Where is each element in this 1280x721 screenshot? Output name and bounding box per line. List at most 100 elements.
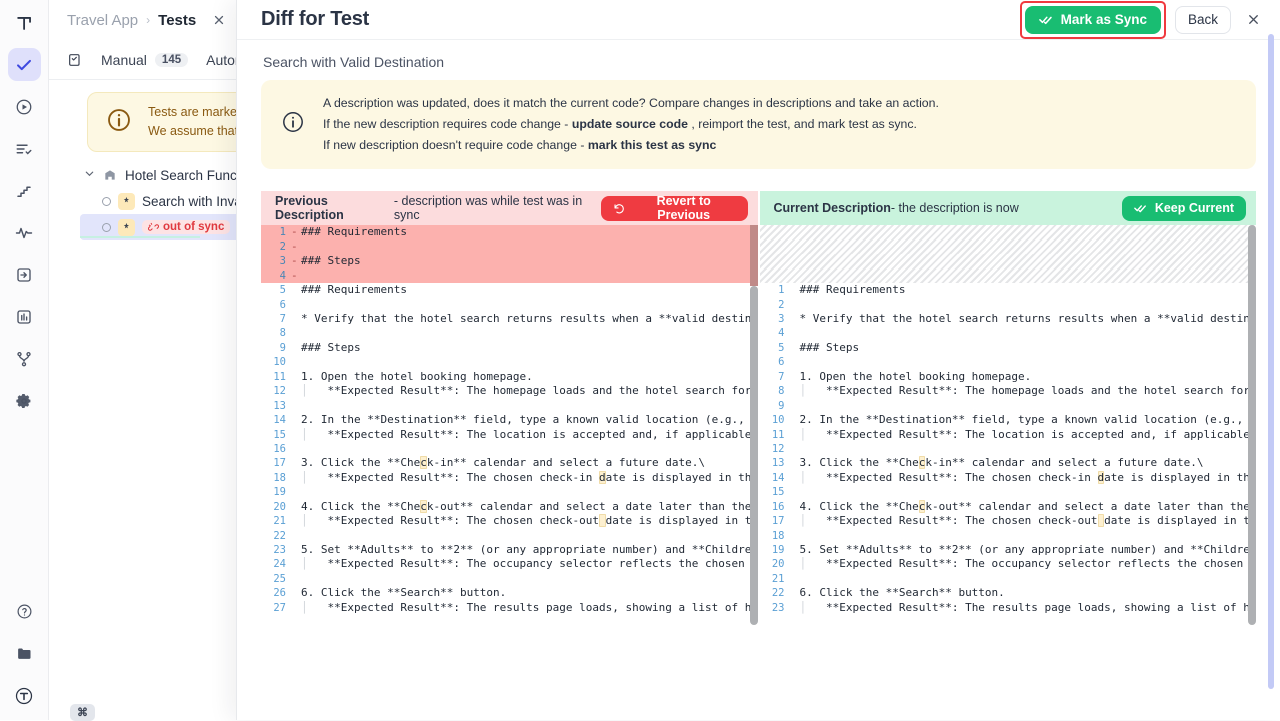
inline-change-highlight: [1098, 514, 1105, 527]
line-number: 5: [760, 341, 790, 355]
breadcrumb-current[interactable]: Tests: [158, 12, 196, 29]
help-button[interactable]: [8, 595, 41, 628]
revert-button-label: Revert to Previous: [632, 194, 736, 222]
diff-marker: [790, 456, 798, 470]
diff-line-text: │ **Expected Result**: The location is a…: [798, 428, 1257, 442]
back-button[interactable]: Back: [1175, 6, 1231, 34]
previous-description-header: Previous Description - description was w…: [261, 191, 758, 225]
info-line-3-pre: If new description doesn't require code …: [323, 138, 588, 152]
modal-scrollbar[interactable]: [1268, 34, 1274, 689]
diff-line: 27│ **Expected Result**: The results pag…: [261, 601, 758, 615]
previous-pane-scroll-deleted-marker: [750, 225, 758, 286]
current-pane-scrollbar[interactable]: [1248, 225, 1256, 625]
projects-button[interactable]: [8, 637, 41, 670]
sidebar-item-branches[interactable]: [8, 342, 41, 375]
unlink-icon: [148, 222, 159, 233]
tab-manual[interactable]: Manual 145: [101, 52, 188, 68]
line-number: 7: [760, 370, 790, 384]
board-icon[interactable]: [67, 52, 83, 68]
revert-button-wrapper: Revert to Previous: [601, 196, 748, 221]
info-line-2-bold: update source code: [572, 117, 688, 131]
diff-line-text: │ **Expected Result**: The location is a…: [299, 428, 758, 442]
line-number: 16: [760, 500, 790, 514]
diff-line-text: [299, 442, 758, 456]
circle-icon[interactable]: [102, 223, 111, 232]
page-title: Diff for Test: [261, 8, 369, 31]
status-badge-label: out of sync: [163, 221, 224, 233]
diff-marker: [790, 384, 798, 398]
breadcrumb-close-icon[interactable]: [208, 9, 230, 31]
diff-marker: [790, 500, 798, 514]
diff-line-text: 5. Set **Adults** to **2** (or any appro…: [798, 543, 1257, 557]
line-number: 27: [261, 601, 291, 615]
diff-marker: [790, 240, 798, 254]
line-number: 6: [261, 298, 291, 312]
brand-logo-icon[interactable]: [8, 7, 40, 39]
line-number: 21: [261, 514, 291, 528]
diff-line-text: │ **Expected Result**: The occupancy sel…: [299, 557, 758, 571]
sidebar-item-flows[interactable]: [8, 174, 41, 207]
indent-guide: │: [301, 514, 308, 528]
breadcrumb-project[interactable]: Travel App: [67, 12, 138, 29]
diff-line: 12: [760, 442, 1257, 456]
sidebar-item-tests[interactable]: [8, 48, 41, 81]
account-avatar[interactable]: [8, 679, 41, 712]
diff-line-text: │ **Expected Result**: The results page …: [798, 601, 1257, 615]
line-number: [760, 240, 790, 254]
inline-change-highlight: c: [919, 500, 926, 513]
diff-marker: [291, 370, 299, 384]
sidebar-item-analytics[interactable]: [8, 300, 41, 333]
keep-current-button[interactable]: Keep Current: [1122, 196, 1246, 221]
line-number: 9: [261, 341, 291, 355]
chevron-down-icon[interactable]: [84, 168, 95, 182]
diff-marker: [291, 514, 299, 528]
indent-guide: │: [301, 384, 308, 398]
diff-line: 12│ **Expected Result**: The homepage lo…: [261, 384, 758, 398]
diff-marker: [291, 500, 299, 514]
diff-line-text: │ **Expected Result**: The chosen check-…: [798, 514, 1257, 528]
sidebar-item-runs[interactable]: [8, 90, 41, 123]
diff-line-text: ### Requirements: [299, 225, 758, 239]
line-number: 4: [261, 269, 291, 283]
previous-pane-scrollbar[interactable]: [750, 286, 758, 625]
question-circle-icon: [16, 603, 33, 620]
diff-marker: [790, 485, 798, 499]
diff-marker: [291, 298, 299, 312]
info-banner: A description was updated, does it match…: [261, 80, 1256, 169]
line-number: 8: [261, 326, 291, 340]
revert-to-previous-button[interactable]: Revert to Previous: [601, 196, 748, 221]
diff-line-text: [798, 225, 1257, 239]
sidebar-item-monitor[interactable]: [8, 216, 41, 249]
diff-line-text: [299, 269, 758, 283]
diff-header-strips: Previous Description - description was w…: [261, 191, 1256, 225]
diff-line-text: [299, 572, 758, 586]
diff-marker: [790, 413, 798, 427]
command-key-badge[interactable]: ⌘: [70, 704, 95, 721]
diff-marker: [790, 471, 798, 485]
line-number: 3: [261, 254, 291, 268]
diff-line: 5### Steps: [760, 341, 1257, 355]
circle-icon[interactable]: [102, 197, 111, 206]
line-number: 12: [760, 442, 790, 456]
info-line-2: If the new description requires code cha…: [323, 114, 939, 135]
sidebar-item-settings[interactable]: [8, 384, 41, 417]
keep-current-button-wrapper: Keep Current: [1122, 196, 1246, 221]
line-number: 20: [760, 557, 790, 571]
mark-as-sync-button[interactable]: Mark as Sync: [1025, 6, 1161, 34]
tree-selection-underline: [80, 236, 200, 238]
sidebar-item-import[interactable]: [8, 258, 41, 291]
diff-marker: [790, 370, 798, 384]
diff-marker: [291, 543, 299, 557]
close-modal-button[interactable]: [1240, 7, 1266, 33]
inline-change-highlight: d: [599, 471, 606, 484]
diff-marker: [790, 557, 798, 571]
line-number: 17: [261, 456, 291, 470]
indent-guide: │: [301, 428, 308, 442]
sidebar-item-reports[interactable]: [8, 132, 41, 165]
diff-line: 13: [261, 399, 758, 413]
line-number: 11: [261, 370, 291, 384]
